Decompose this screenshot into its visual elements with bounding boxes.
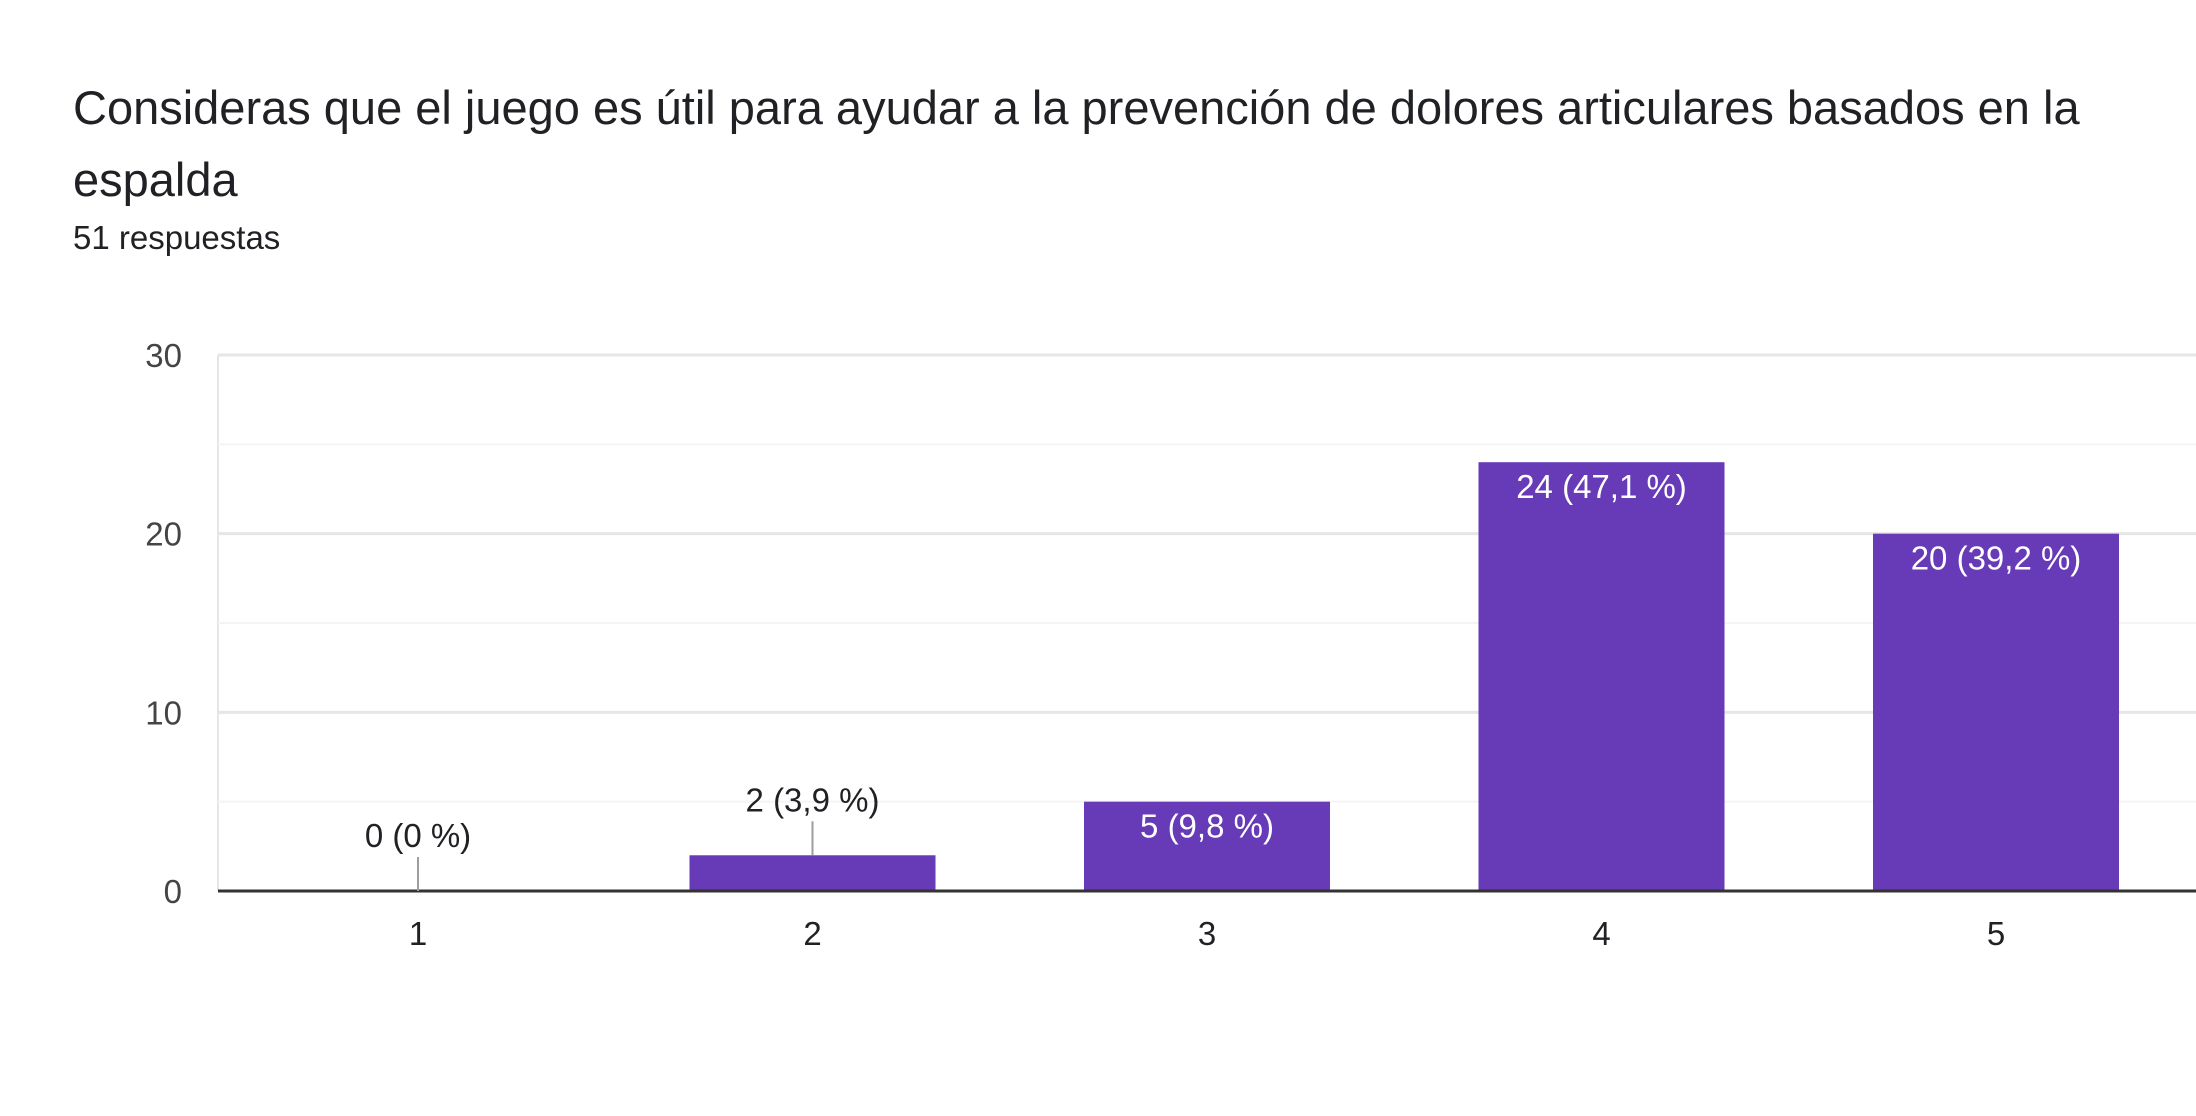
data-label: 5 (9,8 %) [1140,808,1274,845]
bar-2 [689,855,936,891]
response-count: 51 respuestas [73,219,281,256]
x-axis-ticks: 1 2 3 4 5 [409,915,2005,952]
x-tick-label: 2 [803,915,821,952]
x-tick-label: 5 [1987,915,2005,952]
chart-title: Consideras que el juego es útil para ayu… [73,81,2080,206]
y-tick-label: 10 [145,694,182,731]
bar-5 [1873,533,2119,891]
bar-4 [1478,462,1725,891]
x-tick-label: 3 [1198,915,1216,952]
data-labels: 0 (0 %) 2 (3,9 %) 5 (9,8 %) 24 (47,1 %) 20 (… [365,468,2081,891]
bar-3 [1084,801,1330,891]
y-tick-label: 0 [164,873,182,910]
data-label: 0 (0 %) [365,817,471,854]
data-label: 20 (39,2 %) [1911,540,2082,577]
gridlines [217,353,2196,891]
bars [689,462,2119,891]
y-axis-ticks: 0 10 20 30 [145,337,182,910]
y-tick-label: 30 [145,337,182,374]
x-tick-label: 1 [409,915,427,952]
y-tick-label: 20 [145,516,182,553]
data-label: 2 (3,9 %) [746,781,880,818]
x-tick-label: 4 [1592,915,1610,952]
data-label: 24 (47,1 %) [1516,468,1687,505]
